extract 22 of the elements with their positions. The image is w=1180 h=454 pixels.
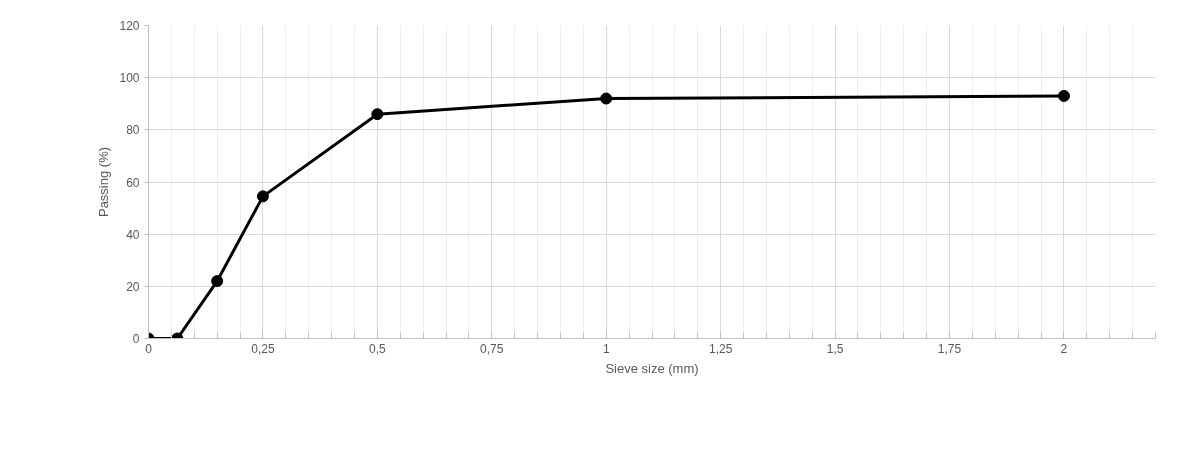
x-axis-title: Sieve size (mm) [605, 360, 699, 376]
y-tick-label: 120 [119, 19, 140, 33]
x-tick-label: 1 [602, 341, 610, 356]
x-tick-label: 0 [145, 341, 153, 356]
y-tick-label: 40 [126, 227, 140, 242]
x-tick-label: 0,25 [251, 341, 275, 356]
x-tick-label: 2 [1060, 341, 1068, 356]
y-tick-label: 0 [132, 332, 140, 346]
y-tick-label: 80 [126, 123, 140, 138]
point [256, 190, 269, 203]
y-tick-label: 60 [126, 175, 140, 190]
y-tick-label: 100 [119, 71, 140, 86]
x-tick-label: 1,25 [708, 341, 733, 356]
point [371, 108, 384, 121]
y-axis-title: Passing (%) [96, 146, 112, 218]
y-tick-label: 20 [126, 279, 140, 294]
x-tick-label: 0,75 [480, 341, 504, 356]
x-tick-label: 1,75 [937, 341, 962, 356]
x-tick-label: 1,5 [826, 341, 844, 356]
point [1057, 89, 1070, 102]
point [600, 92, 613, 105]
x-tick-label: 0,5 [369, 341, 387, 356]
